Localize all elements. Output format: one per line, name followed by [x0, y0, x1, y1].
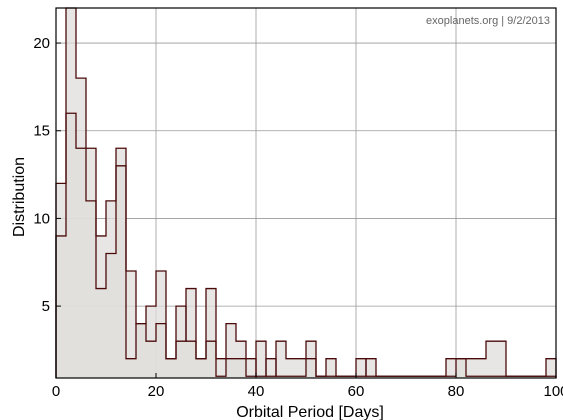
- histogram-bar: [146, 306, 156, 378]
- x-axis-label: Orbital Period [Days]: [236, 404, 384, 420]
- y-axis-label: Distribution: [11, 157, 28, 237]
- histogram-bar: [456, 358, 466, 378]
- histogram-bar: [466, 376, 476, 378]
- histogram-bar: [336, 376, 346, 378]
- histogram-bar: [136, 323, 146, 378]
- x-tick-label: 80: [448, 383, 465, 400]
- histogram-bar: [386, 376, 396, 378]
- histogram-bar: [486, 376, 496, 378]
- x-tick-label: 0: [52, 383, 60, 400]
- histogram-bar: [476, 358, 486, 378]
- histogram-bar: [196, 358, 206, 378]
- histogram-bar: [206, 288, 216, 378]
- histogram-bar: [156, 271, 166, 378]
- histogram-bar: [246, 376, 256, 378]
- histogram-bar: [166, 358, 176, 378]
- histogram-bar: [356, 358, 366, 378]
- x-tick-label: 60: [348, 383, 365, 400]
- histogram-bar: [266, 358, 276, 378]
- histogram-bar: [466, 358, 476, 378]
- y-tick-label: 15: [33, 123, 50, 140]
- histogram-bar: [176, 341, 186, 378]
- histogram-bar: [76, 78, 86, 378]
- histogram-bar: [316, 376, 326, 378]
- tick-labels: 0 20 40 60 80 100 5 10 15 20: [33, 35, 563, 400]
- histogram-bar: [516, 376, 526, 378]
- histogram-bar: [546, 358, 556, 378]
- histogram-bar: [266, 376, 276, 378]
- histogram-bar: [56, 183, 66, 378]
- histogram-bar: [126, 358, 136, 378]
- chart-annotation: exoplanets.org | 9/2/2013: [426, 15, 550, 27]
- histogram-bar: [256, 341, 266, 378]
- histogram-bar: [416, 376, 426, 378]
- y-tick-label: 20: [33, 35, 50, 52]
- histogram-bar: [436, 376, 446, 378]
- histogram-bar: [226, 358, 236, 378]
- y-tick-label: 5: [42, 298, 50, 315]
- histogram-bar: [366, 358, 376, 378]
- x-tick-label: 20: [148, 383, 165, 400]
- histogram-bar: [396, 376, 406, 378]
- histogram-bar: [296, 358, 306, 378]
- histogram-bar: [226, 323, 236, 378]
- histogram-outline-series-2: [55, 7, 557, 378]
- histogram-bar: [96, 288, 106, 378]
- histogram-bar: [116, 148, 126, 378]
- histogram-bar: [366, 376, 376, 378]
- histogram-bar: [236, 358, 246, 378]
- x-tick-label: 100: [543, 383, 563, 400]
- histogram-bar: [246, 358, 256, 378]
- histogram-bar: [486, 341, 496, 378]
- histogram-bar: [496, 376, 506, 378]
- histogram-bar: [106, 253, 116, 378]
- x-tick-label: 40: [248, 383, 265, 400]
- histogram-bar: [426, 376, 436, 378]
- plot-frame: [55, 7, 557, 379]
- histogram-bar: [186, 288, 196, 378]
- histogram-bar: [506, 376, 516, 378]
- y-tick-label: 10: [33, 210, 50, 227]
- histogram-bar: [346, 376, 356, 378]
- histogram-bar: [276, 341, 286, 378]
- histogram-bar: [306, 358, 316, 378]
- histogram-bar: [526, 376, 536, 378]
- histogram-bar: [446, 358, 456, 378]
- histogram-bar: [216, 358, 226, 378]
- histogram-bar: [376, 376, 386, 378]
- histogram-bar: [86, 148, 96, 378]
- histogram-bar: [126, 271, 136, 378]
- histogram-bars: [55, 7, 557, 379]
- histogram-bar: [326, 358, 336, 378]
- histogram-bar: [496, 341, 506, 378]
- histogram-bar: [536, 376, 546, 378]
- histogram-bar: [406, 376, 416, 378]
- grid: [56, 8, 556, 378]
- histogram-bar: [476, 376, 486, 378]
- histogram-bar: [286, 358, 296, 378]
- histogram-bar: [66, 8, 76, 378]
- plot-border: [55, 7, 557, 379]
